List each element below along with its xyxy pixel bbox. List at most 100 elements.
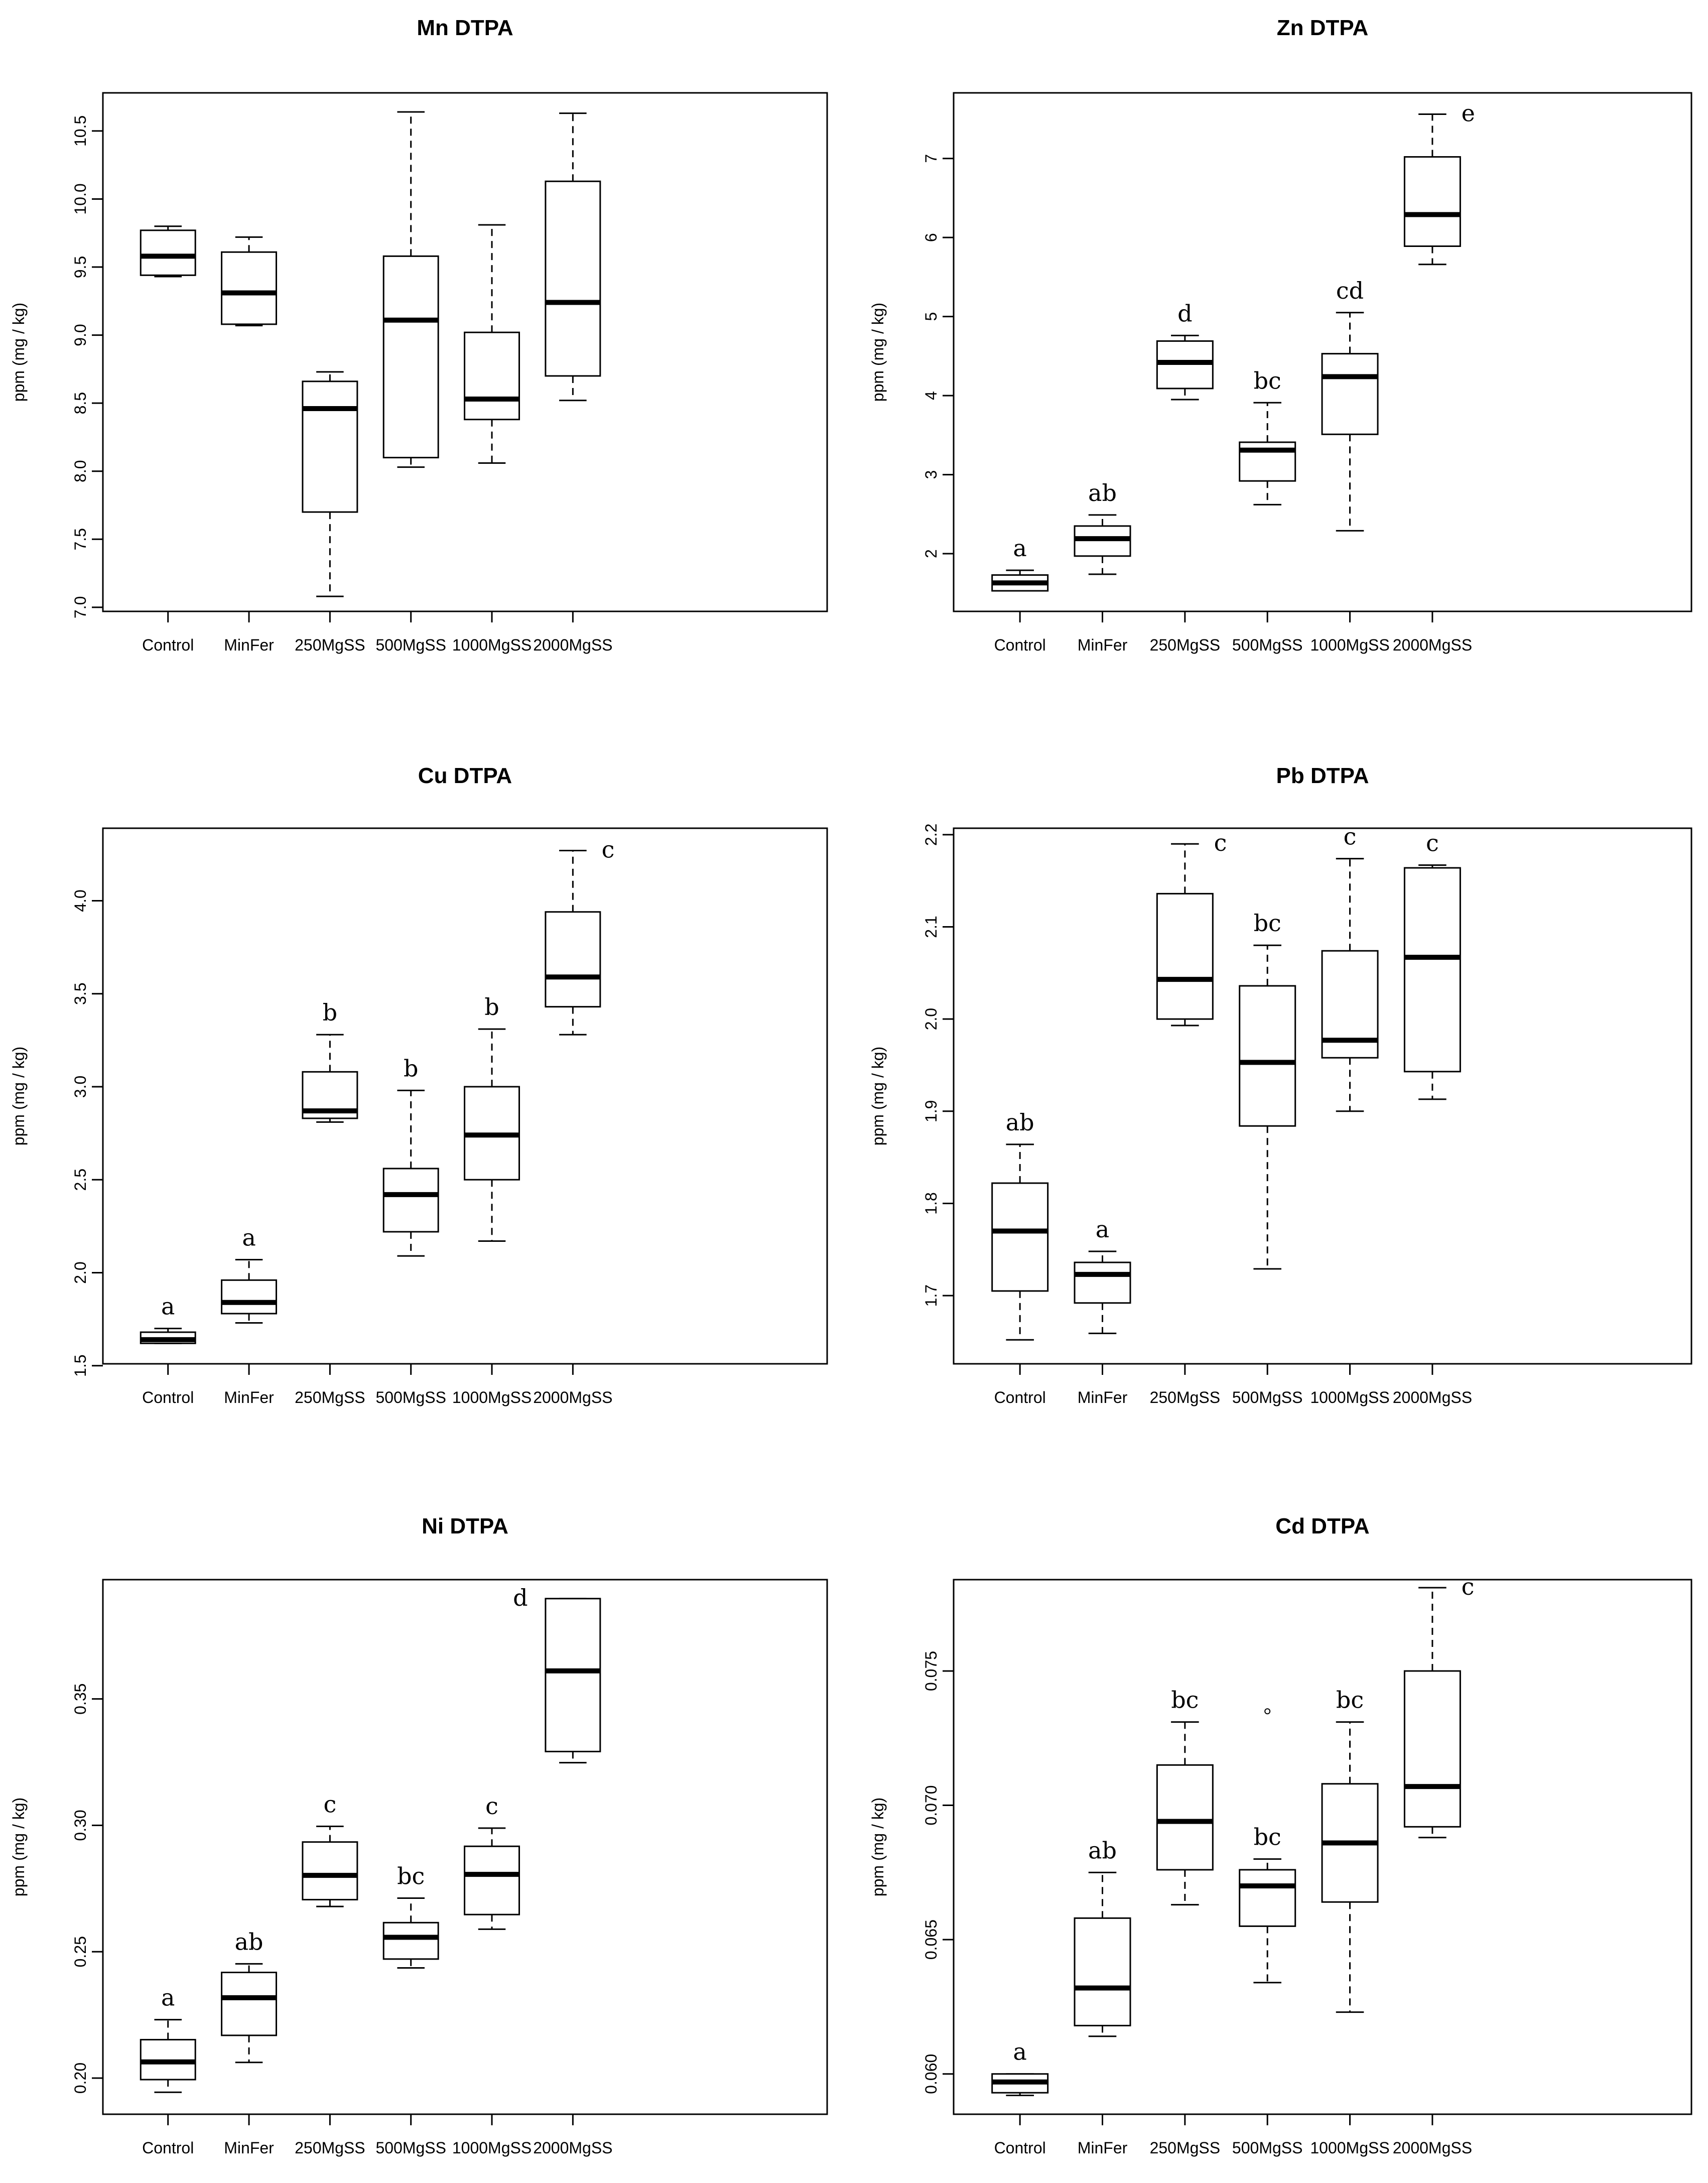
iqr-box [545, 1598, 601, 1752]
significance-letter: a [1013, 2038, 1026, 2066]
iqr-box [545, 911, 601, 1008]
significance-letter: b [484, 993, 499, 1020]
chart-title: Mn DTPA [417, 16, 513, 40]
significance-letter: a [161, 1984, 175, 2011]
significance-letter: c [602, 836, 615, 863]
y-tick-label: 0.075 [922, 1651, 940, 1691]
significance-letter: d [513, 1584, 528, 1611]
x-tick-label: MinFer [224, 636, 274, 654]
x-tick-label: 1000MgSS [452, 636, 532, 654]
x-axis: Control MinFer 250MgSS 500MgSS 1000MgSS 2000M… [994, 610, 1472, 654]
iqr-box [1074, 1917, 1131, 2026]
significance-letter: bc [1336, 1687, 1364, 1714]
y-tick-label: 7 [922, 154, 940, 163]
x-tick-label: 500MgSS [375, 2139, 446, 2157]
chart-title: Cd DTPA [1275, 1514, 1369, 1538]
x-tick-label: 250MgSS [1150, 636, 1221, 654]
box-Control: a [991, 2038, 1049, 2097]
box-Control: a [991, 535, 1049, 592]
significance-letter: c [323, 1790, 336, 1818]
x-tick-label: 250MgSS [295, 636, 365, 654]
significance-letter: b [404, 1055, 418, 1082]
box-2000MgSS: c [545, 836, 615, 1036]
significance-letter: d [1177, 300, 1192, 327]
panel-6: Cd DTPA ppm (mg / kg) 0.060 0.065 0.070 0.075… [869, 1514, 1692, 2157]
y-tick-label: 1.8 [922, 1192, 940, 1214]
y-tick-label: 2 [922, 549, 940, 558]
y-tick-label: 3.0 [71, 1076, 89, 1098]
y-axis: 0.060 0.065 0.070 0.075 [922, 1651, 954, 2094]
iqr-box [1074, 1261, 1131, 1304]
chart-title: Zn DTPA [1277, 16, 1369, 40]
iqr-box [464, 331, 520, 421]
y-axis-label: ppm (mg / kg) [869, 303, 887, 402]
significance-letter: c [1426, 829, 1439, 856]
y-tick-label: 7.0 [71, 596, 89, 618]
x-tick-label: MinFer [1078, 636, 1128, 654]
significance-letter: a [1013, 535, 1026, 562]
significance-letter: ab [235, 1928, 264, 1955]
significance-letter: ab [1088, 479, 1117, 506]
plot-frame [953, 92, 1692, 612]
y-tick-label: 3 [922, 470, 940, 479]
iqr-box [1403, 1670, 1461, 1828]
iqr-box [1403, 867, 1461, 1073]
y-axis: 0.20 0.25 0.30 0.35 [71, 1684, 103, 2094]
x-tick-label: 1000MgSS [452, 2139, 532, 2157]
iqr-box [382, 1921, 439, 1960]
significance-letter: cd [1336, 277, 1364, 304]
iqr-box [1321, 353, 1379, 435]
box-1000MgSS: cd [1321, 277, 1379, 532]
iqr-box [302, 380, 358, 513]
y-axis-label: ppm (mg / kg) [869, 1797, 887, 1896]
iqr-box [1239, 985, 1296, 1127]
x-tick-label: MinFer [224, 2139, 274, 2157]
y-tick-label: 2.0 [71, 1261, 89, 1283]
box-MinFer: a [221, 1224, 278, 1324]
x-tick-label: 2000MgSS [1393, 1388, 1472, 1406]
box-250MgSS: b [302, 999, 358, 1123]
y-tick-label: 6 [922, 233, 940, 242]
iqr-box [302, 1841, 358, 1900]
iqr-box [545, 180, 601, 377]
x-tick-label: Control [142, 2139, 194, 2157]
x-tick-label: 250MgSS [1150, 1388, 1221, 1406]
x-axis: Control MinFer 250MgSS 500MgSS 1000MgSS 2000M… [142, 1363, 613, 1406]
x-tick-label: 500MgSS [1232, 1388, 1303, 1406]
x-tick-label: 500MgSS [1232, 2139, 1303, 2157]
y-axis: 1.5 2.0 2.5 3.0 3.5 4.0 [71, 889, 103, 1377]
y-tick-label: 0.30 [71, 1810, 89, 1841]
y-tick-label: 2.0 [922, 1008, 940, 1030]
x-tick-label: 2000MgSS [533, 1388, 612, 1406]
box-MinFer: a [1074, 1216, 1131, 1334]
iqr-box [1156, 1764, 1214, 1871]
box-1000MgSS: b [464, 993, 520, 1242]
x-tick-label: MinFer [224, 1388, 274, 1406]
y-tick-label: 0.070 [922, 1785, 940, 1826]
iqr-box [382, 1168, 439, 1233]
iqr-box [1239, 1869, 1296, 1927]
box-2000MgSS: c [1403, 829, 1461, 1100]
x-tick-label: 1000MgSS [1310, 2139, 1389, 2157]
box-500MgSS: bc [382, 1862, 439, 1969]
box-Control: ab [991, 1109, 1049, 1341]
panel-5: Ni DTPA ppm (mg / kg) 0.20 0.25 0.30 0.35 Cont… [10, 1514, 828, 2157]
significance-letter: c [1462, 1573, 1475, 1600]
y-tick-label: 1.5 [71, 1354, 89, 1376]
box-1000MgSS: bc [1321, 1687, 1379, 2013]
significance-letter: ab [1006, 1109, 1034, 1136]
x-tick-label: 2000MgSS [1393, 2139, 1472, 2157]
x-tick-label: Control [142, 1388, 194, 1406]
significance-letter: ab [1088, 1837, 1117, 1864]
y-tick-label: 8.0 [71, 460, 89, 482]
panel-2: Zn DTPA ppm (mg / kg) 2 3 4 5 6 7 Control MinFer 2… [869, 16, 1692, 654]
panel-3: Cu DTPA ppm (mg / kg) 1.5 2.0 2.5 3.0 3.5 4.0 Co… [10, 763, 828, 1406]
box-MinFer: ab [1074, 479, 1131, 575]
x-tick-label: 250MgSS [295, 1388, 365, 1406]
significance-letter: a [242, 1224, 255, 1251]
y-axis-label: ppm (mg / kg) [10, 303, 28, 402]
significance-letter: a [1096, 1216, 1109, 1243]
iqr-box [221, 1972, 278, 2036]
x-tick-label: 500MgSS [1232, 636, 1303, 654]
y-tick-label: 0.20 [71, 2063, 89, 2094]
